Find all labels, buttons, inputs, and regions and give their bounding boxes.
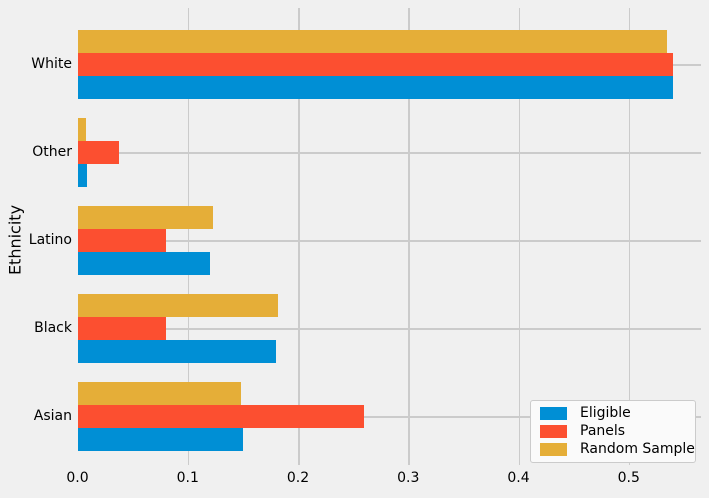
bar-random-sample-black <box>77 293 279 317</box>
x-gridline-0.4 <box>518 8 521 465</box>
bar-eligible-asian <box>77 427 243 451</box>
legend-item-random-sample: Random Sample <box>540 441 695 458</box>
y-tick-label-other: Other <box>32 144 72 161</box>
legend-item-panels: Panels <box>540 423 686 440</box>
bar-random-sample-asian <box>77 381 241 405</box>
bar-random-sample-white <box>77 29 668 53</box>
x-tick-label: 0.2 <box>286 470 310 486</box>
x-tick-label: 0.3 <box>397 470 420 486</box>
x-tick-label: 0.5 <box>617 470 640 486</box>
bar-panels-asian <box>77 404 365 428</box>
x-tick-label: 0.0 <box>66 470 89 486</box>
y-tick-label-white: White <box>31 56 72 73</box>
y-tick-label-black: Black <box>34 320 72 337</box>
legend-label-panels: Panels <box>580 422 626 439</box>
x-gridline-0.3 <box>408 8 410 465</box>
x-tick-label: 0.1 <box>176 470 199 486</box>
y-tick-label-latino: Latino <box>28 232 72 249</box>
bar-panels-latino <box>77 228 166 252</box>
legend-swatch-random-sample <box>540 443 567 457</box>
legend-item-eligible: Eligible <box>540 405 686 422</box>
bar-panels-white <box>77 52 673 76</box>
y-gridline-asian <box>77 416 701 418</box>
legend-swatch-eligible <box>540 406 567 420</box>
bar-panels-black <box>77 316 166 340</box>
legend: Eligible Panels Random Sample <box>530 400 696 463</box>
legend-swatch-panels <box>540 424 567 438</box>
x-gridline-0.1 <box>187 8 190 465</box>
bar-random-sample-latino <box>77 205 214 229</box>
legend-label-eligible: Eligible <box>580 404 631 421</box>
bar-eligible-black <box>77 339 276 363</box>
bar-eligible-other <box>77 163 88 187</box>
y-gridline-other <box>77 152 701 154</box>
x-gridline-0.2 <box>298 8 300 465</box>
x-gridline-0.5 <box>628 8 631 465</box>
bar-eligible-latino <box>77 251 210 275</box>
legend-label-random-sample: Random Sample <box>580 441 695 458</box>
y-tick-label-asian: Asian <box>33 408 72 425</box>
bar-eligible-white <box>77 75 673 99</box>
y-gridline-black <box>77 328 701 330</box>
y-gridline-latino <box>77 240 701 242</box>
bar-random-sample-other <box>77 117 87 141</box>
bar-panels-other <box>77 140 120 164</box>
x-tick-label: 0.4 <box>507 470 530 486</box>
